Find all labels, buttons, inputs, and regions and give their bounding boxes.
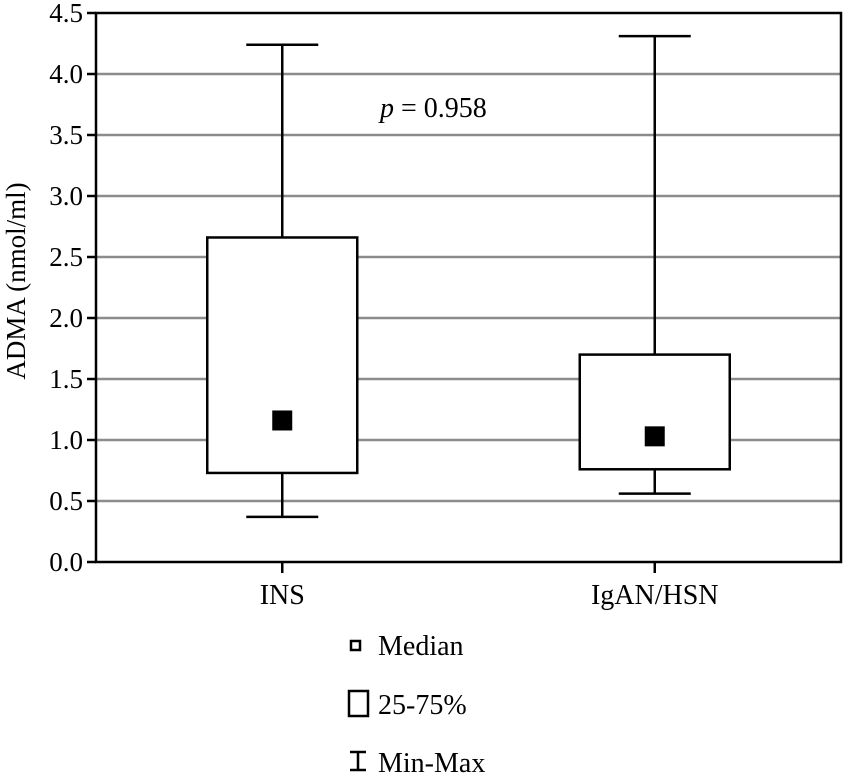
legend-item-box: 25-75% <box>347 689 467 721</box>
median-marker <box>272 410 293 431</box>
whisker-legend-marker <box>350 750 366 772</box>
y-tick-label: 3.5 <box>49 120 83 150</box>
iqr-box <box>206 236 359 475</box>
p-value-text: = 0.958 <box>394 93 487 124</box>
legend: Median 25-75% Min-Max <box>347 631 485 773</box>
median-marker <box>644 426 665 447</box>
y-tick-label: 3.0 <box>49 181 83 211</box>
y-axis-ticks: 0.0 0.5 1.0 1.5 2.0 2.5 3.0 3.5 4.0 4.5 <box>49 0 96 577</box>
iqr-box <box>578 353 731 471</box>
y-tick-label: 2.5 <box>49 242 83 272</box>
y-axis-label: ADMA (nmol/ml) <box>1 182 31 379</box>
p-symbol: p <box>378 93 394 124</box>
box-legend-marker <box>347 689 370 718</box>
x-category-label: INS <box>260 580 305 611</box>
y-tick-label: 4.0 <box>49 59 83 89</box>
y-tick-label: 1.0 <box>49 425 83 455</box>
box-group <box>206 43 359 519</box>
y-tick-label: 1.5 <box>49 364 83 394</box>
legend-item-whisker: Min-Max <box>350 748 485 773</box>
plot-frame <box>94 11 843 564</box>
p-value-annotation: p = 0.958 <box>378 93 487 124</box>
median-legend-marker <box>349 639 362 652</box>
legend-label-box: 25-75% <box>378 690 467 721</box>
box-group <box>578 34 731 495</box>
legend-label-median: Median <box>378 631 464 662</box>
x-axis-ticks: INS IgAN/HSN <box>260 562 719 611</box>
x-category-label: IgAN/HSN <box>591 580 719 611</box>
legend-label-whisker: Min-Max <box>378 748 485 773</box>
y-tick-label: 4.5 <box>49 0 83 28</box>
y-tick-label: 2.0 <box>49 303 83 333</box>
y-tick-label: 0.5 <box>49 486 83 516</box>
y-tick-label: 0.0 <box>49 547 83 577</box>
legend-item-median: Median <box>349 631 464 662</box>
box-series <box>206 34 731 519</box>
